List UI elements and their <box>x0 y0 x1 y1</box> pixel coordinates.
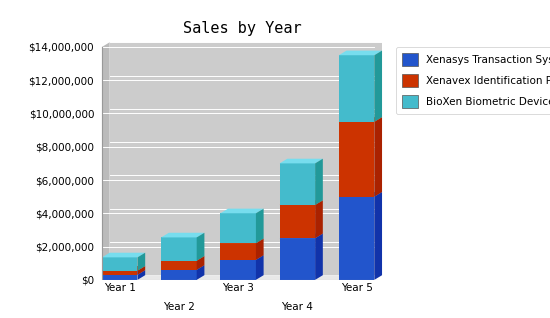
Polygon shape <box>102 275 138 280</box>
Polygon shape <box>109 42 382 275</box>
Polygon shape <box>339 192 382 197</box>
Polygon shape <box>279 238 315 280</box>
Polygon shape <box>339 197 375 280</box>
Polygon shape <box>197 233 205 261</box>
Polygon shape <box>315 234 323 280</box>
Polygon shape <box>221 238 263 243</box>
Polygon shape <box>279 234 323 238</box>
Legend: Xenasys Transaction Systems, Xenavex Identification Platforms, BioXen Biometric : Xenasys Transaction Systems, Xenavex Ide… <box>396 46 550 114</box>
Polygon shape <box>102 275 382 280</box>
Title: Sales by Year: Sales by Year <box>183 21 301 36</box>
Polygon shape <box>161 238 197 261</box>
Polygon shape <box>161 233 205 238</box>
Polygon shape <box>256 209 263 243</box>
Polygon shape <box>161 256 205 261</box>
Polygon shape <box>339 51 382 55</box>
Polygon shape <box>279 163 315 205</box>
Polygon shape <box>161 261 197 270</box>
Polygon shape <box>375 192 382 280</box>
Polygon shape <box>221 213 256 243</box>
Polygon shape <box>315 159 323 205</box>
Polygon shape <box>102 270 145 275</box>
Polygon shape <box>197 265 205 280</box>
Polygon shape <box>279 205 315 238</box>
Polygon shape <box>102 253 145 257</box>
Polygon shape <box>339 55 375 122</box>
Polygon shape <box>339 117 382 122</box>
Polygon shape <box>279 159 323 163</box>
Polygon shape <box>138 266 145 275</box>
Polygon shape <box>375 117 382 197</box>
Polygon shape <box>197 256 205 270</box>
Polygon shape <box>256 255 263 280</box>
Polygon shape <box>339 122 375 197</box>
Polygon shape <box>138 253 145 271</box>
Polygon shape <box>221 209 263 213</box>
Polygon shape <box>102 271 138 275</box>
Polygon shape <box>221 243 256 260</box>
Polygon shape <box>102 257 138 271</box>
Polygon shape <box>256 238 263 260</box>
Polygon shape <box>375 51 382 122</box>
Polygon shape <box>221 255 263 260</box>
Polygon shape <box>161 265 205 270</box>
Polygon shape <box>315 200 323 238</box>
Polygon shape <box>161 270 197 280</box>
Polygon shape <box>138 270 145 280</box>
Polygon shape <box>102 266 145 271</box>
Polygon shape <box>102 42 109 280</box>
Polygon shape <box>221 260 256 280</box>
Polygon shape <box>279 200 323 205</box>
